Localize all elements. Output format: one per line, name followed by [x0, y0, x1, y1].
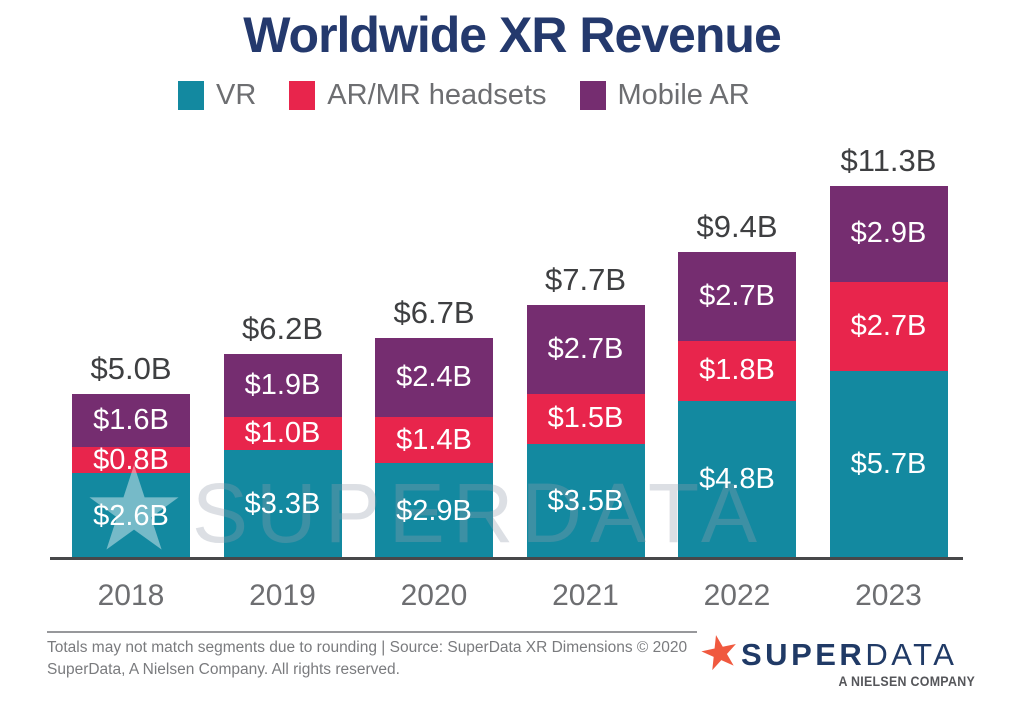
- legend-swatch-icon: [579, 81, 606, 110]
- segment-vr-2020: $2.9B: [375, 463, 493, 559]
- legend-item-vr: VR: [178, 79, 256, 112]
- bar-group-2022: $9.4B $2.7B $1.8B $4.8B 2022: [678, 209, 796, 612]
- segment-value-label: $1.4B: [396, 423, 472, 456]
- year-label-2021: 2021: [552, 579, 619, 612]
- segment-value-label: $2.4B: [396, 361, 472, 394]
- segment-ar-mr-headsets-2019: $1.0B: [223, 417, 342, 451]
- year-label-2019: 2019: [249, 579, 316, 612]
- logo-wordmark: SUPERDATA: [741, 639, 957, 670]
- total-label-2022: $9.4B: [696, 209, 778, 245]
- segment-mobile-ar-2021: $2.7B: [526, 304, 645, 394]
- total-label-2019: $6.2B: [241, 311, 323, 347]
- year-label-2022: 2022: [703, 579, 771, 612]
- legend-swatch-icon: [289, 81, 316, 110]
- segment-value-label: $1.9B: [244, 369, 321, 402]
- segment-value-label: $5.7B: [850, 448, 927, 481]
- logo-word-data: DATA: [865, 637, 958, 672]
- segment-value-label: $2.9B: [850, 217, 927, 250]
- segment-value-label: $1.0B: [244, 417, 321, 450]
- logo-tagline: A NIELSEN COMPANY: [838, 674, 975, 689]
- legend-label: VR: [216, 79, 257, 111]
- legend-label: Mobile AR: [617, 79, 750, 111]
- page-title: Worldwide XR Revenue: [243, 7, 782, 63]
- segment-vr-2023: $5.7B: [829, 370, 948, 559]
- total-label-2021: $7.7B: [544, 261, 626, 297]
- segment-vr-2018: $2.6B: [72, 473, 190, 559]
- year-label-2018: 2018: [97, 579, 165, 612]
- year-label-2020: 2020: [400, 579, 468, 612]
- bar-group-2020: $6.7B $2.4B $1.4B $2.9B 2020: [375, 294, 493, 612]
- segment-mobile-ar-2023: $2.9B: [829, 186, 948, 282]
- segment-value-label: $1.8B: [699, 354, 775, 387]
- segment-ar-mr-headsets-2022: $1.8B: [678, 341, 796, 401]
- total-label-2020: $6.7B: [393, 294, 475, 330]
- segment-value-label: $1.6B: [93, 403, 169, 436]
- segment-value-label: $3.5B: [547, 484, 624, 517]
- bar-group-2018: $5.0B $1.6B $0.8B $2.6B 2018: [72, 351, 190, 612]
- legend-item-ar-mr-headsets: AR/MR headsets: [289, 79, 547, 112]
- legend-label: AR/MR headsets: [327, 79, 547, 111]
- year-label-2023: 2023: [855, 579, 922, 612]
- segment-mobile-ar-2020: $2.4B: [375, 337, 493, 418]
- segment-value-label: $3.3B: [244, 488, 321, 521]
- segment-ar-mr-headsets-2018: $0.8B: [72, 443, 190, 476]
- bar-group-2021: $7.7B $2.7B $1.5B $3.5B 2021: [526, 261, 645, 612]
- segment-ar-mr-headsets-2020: $1.4B: [375, 417, 493, 464]
- segment-value-label: $2.7B: [850, 309, 927, 342]
- legend-swatch-icon: [178, 81, 204, 110]
- legend: VR AR/MR headsets Mobile AR: [178, 79, 750, 112]
- segment-ar-mr-headsets-2021: $1.5B: [526, 394, 645, 444]
- x-axis-line: [50, 557, 963, 560]
- segment-value-label: $2.9B: [396, 494, 472, 527]
- segment-vr-2022: $4.8B: [678, 400, 796, 559]
- legend-item-mobile-ar: Mobile AR: [579, 79, 750, 112]
- segment-value-label: $2.7B: [547, 332, 624, 365]
- segment-mobile-ar-2022: $2.7B: [678, 252, 796, 342]
- segment-vr-2019: $3.3B: [223, 450, 342, 559]
- bar-group-2019: $6.2B $1.9B $1.0B $3.3B 2019: [223, 311, 342, 612]
- total-label-2018: $5.0B: [90, 351, 172, 387]
- segment-mobile-ar-2018: $1.6B: [72, 394, 190, 447]
- total-label-2023: $11.3B: [840, 143, 937, 179]
- segment-mobile-ar-2019: $1.9B: [223, 354, 342, 418]
- segment-value-label: $1.5B: [547, 402, 624, 435]
- segment-ar-mr-headsets-2023: $2.7B: [829, 281, 948, 371]
- footer-divider: [47, 631, 697, 633]
- footer-note: Totals may not match segments due to rou…: [47, 639, 688, 679]
- logo-word-super: SUPER: [741, 637, 866, 672]
- segment-value-label: $2.6B: [93, 499, 169, 532]
- segment-value-label: $0.8B: [93, 443, 169, 476]
- segment-vr-2021: $3.5B: [526, 443, 645, 559]
- segment-value-label: $4.8B: [699, 463, 775, 496]
- bar-group-2023: $11.3B $2.9B $2.7B $5.7B 2023: [829, 143, 948, 612]
- segment-value-label: $2.7B: [699, 280, 775, 313]
